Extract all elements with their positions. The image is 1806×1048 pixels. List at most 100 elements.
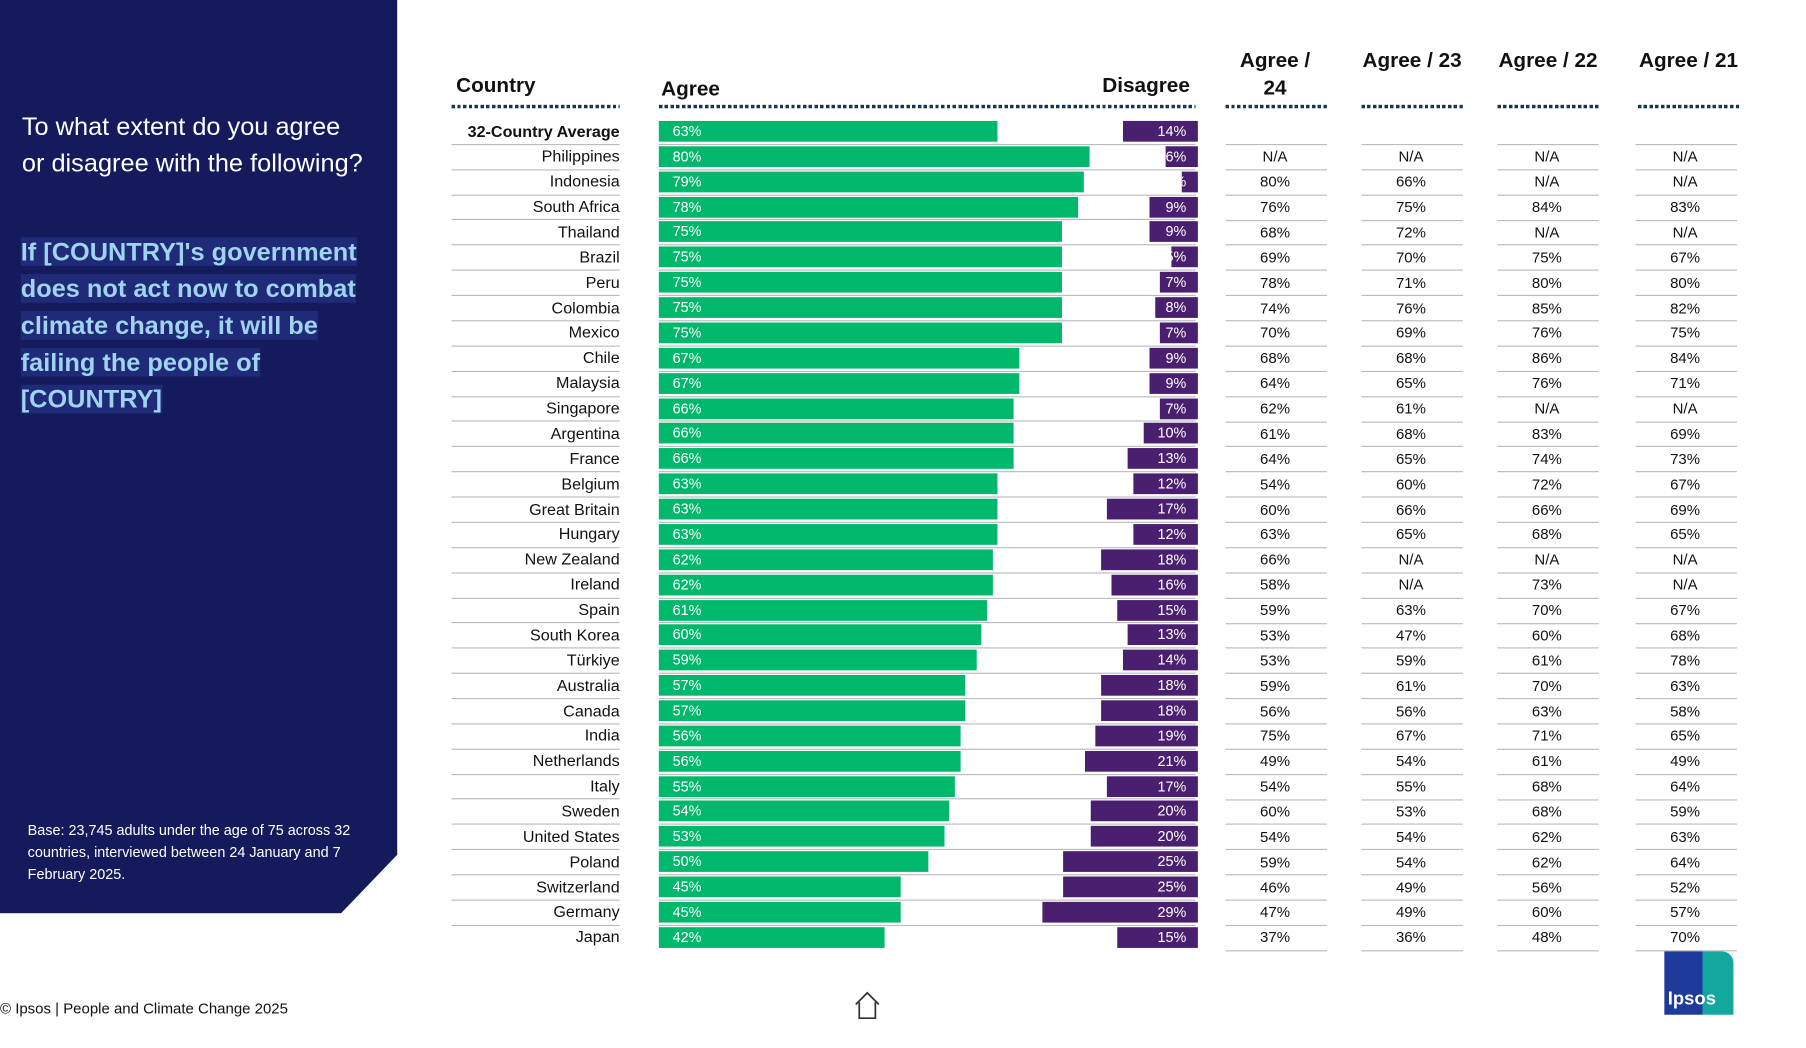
disagree-label: 9% <box>1165 198 1187 215</box>
agree-bar: 55% <box>658 775 955 797</box>
trend-value-a24: 59% <box>1260 601 1291 619</box>
row-separator <box>1635 421 1737 423</box>
row-separator <box>1497 421 1599 423</box>
country-label: Japan <box>575 927 620 947</box>
country-label: Germany <box>553 902 620 921</box>
trend-value-a22: 60% <box>1531 626 1562 644</box>
agree-bar: 75% <box>658 246 1063 268</box>
agree-label: 67% <box>672 349 702 367</box>
row-separator <box>1361 295 1463 297</box>
row-separator <box>1225 874 1327 876</box>
row-separator <box>1635 471 1737 473</box>
trend-value-a23: 65% <box>1395 374 1426 392</box>
disagree-bar: 17% <box>1106 775 1198 797</box>
disagree-label: 5% <box>1171 249 1187 266</box>
trend-value-a21: 65% <box>1670 727 1701 745</box>
disagree-bar: 9% <box>1149 196 1198 218</box>
row-separator <box>1635 370 1737 372</box>
row-separator <box>1497 194 1599 196</box>
row-separator <box>1635 798 1737 801</box>
row-separator <box>1635 748 1737 750</box>
row-separator <box>1497 824 1599 826</box>
row-separator <box>1361 219 1463 221</box>
row-separator <box>1361 269 1463 272</box>
row-separator <box>1361 698 1463 700</box>
agree-label: 75% <box>672 299 702 316</box>
header-divider <box>1497 104 1599 109</box>
trend-value-a24: 54% <box>1260 777 1291 795</box>
row-separator <box>1497 874 1599 876</box>
disagree-bar: 25% <box>1063 851 1198 873</box>
trend-value-a22: N/A <box>1534 550 1560 569</box>
trend-value-a23: 69% <box>1395 324 1426 342</box>
question-text: To what extent do you agree or disagree … <box>21 111 363 178</box>
row-separator <box>451 572 620 574</box>
agree-bar: 66% <box>658 423 1014 444</box>
trend-value-a24: 78% <box>1260 273 1291 292</box>
agree-bar: 78% <box>658 196 1079 218</box>
row-separator <box>658 748 1196 750</box>
agree-bar: 53% <box>658 826 944 847</box>
trend-value-a21: 65% <box>1670 525 1701 543</box>
country-label: Chile <box>582 348 620 367</box>
country-label: Ireland <box>570 574 620 594</box>
row-separator <box>1497 723 1599 725</box>
disagree-label: 9% <box>1165 349 1187 367</box>
agree-bar: 59% <box>658 649 977 671</box>
row-separator <box>1497 320 1599 322</box>
disagree-label: 7% <box>1165 324 1187 341</box>
agree-label: 78% <box>672 198 702 215</box>
row-separator <box>1361 395 1463 398</box>
trend-value-a22: 72% <box>1531 475 1562 493</box>
statement-text: If [COUNTRY]'s government does not act no… <box>20 234 367 418</box>
row-separator <box>1225 597 1327 599</box>
row-separator <box>658 672 1196 674</box>
row-separator <box>1225 345 1327 347</box>
trend-value-a24: 47% <box>1260 903 1291 921</box>
country-label: Indonesia <box>549 171 620 191</box>
agree-bar: 62% <box>658 574 993 596</box>
row-separator <box>451 294 620 297</box>
row-separator <box>658 496 1196 498</box>
row-separator <box>658 345 1196 347</box>
agree-bar: 80% <box>658 146 1090 167</box>
row-separator <box>658 143 1196 145</box>
trend-value-a21: 68% <box>1670 626 1701 644</box>
home-icon[interactable] <box>853 991 881 1021</box>
trend-value-a23: 61% <box>1395 676 1426 695</box>
disagree-bar: 8% <box>1154 297 1198 318</box>
row-separator <box>1497 698 1599 700</box>
trend-value-a23: 56% <box>1395 702 1426 720</box>
disagree-label: 25% <box>1157 878 1187 896</box>
row-separator <box>1635 395 1737 398</box>
row-separator <box>1361 874 1463 876</box>
row-separator <box>1225 950 1327 952</box>
row-separator <box>1225 899 1327 901</box>
row-separator <box>1225 395 1327 398</box>
trend-value-a24: 53% <box>1260 651 1291 669</box>
row-separator <box>451 269 620 271</box>
row-separator <box>451 647 620 649</box>
header-divider <box>1361 104 1463 109</box>
row-separator <box>1635 824 1737 826</box>
row-separator <box>658 521 1196 523</box>
trend-value-a22: N/A <box>1534 173 1560 191</box>
trend-value-a23: 67% <box>1395 727 1426 745</box>
trend-value-a21: 64% <box>1670 777 1701 795</box>
trend-value-a23: 55% <box>1395 777 1426 795</box>
agree-bar: 57% <box>658 700 966 722</box>
row-separator <box>1225 672 1327 675</box>
agree-label: 66% <box>672 400 702 417</box>
row-separator <box>1361 194 1463 196</box>
agree-bar: 67% <box>658 372 1020 394</box>
row-separator <box>1361 143 1463 145</box>
disagree-bar: 18% <box>1101 675 1198 696</box>
row-separator <box>1497 672 1599 675</box>
disagree-label: 19% <box>1157 727 1187 744</box>
row-separator <box>1361 421 1463 423</box>
row-separator <box>1225 320 1327 322</box>
header-agree: Agree <box>661 77 720 101</box>
disagree-label: 10% <box>1157 425 1187 442</box>
trend-value-a21: N/A <box>1672 147 1698 166</box>
row-separator <box>1225 269 1327 272</box>
